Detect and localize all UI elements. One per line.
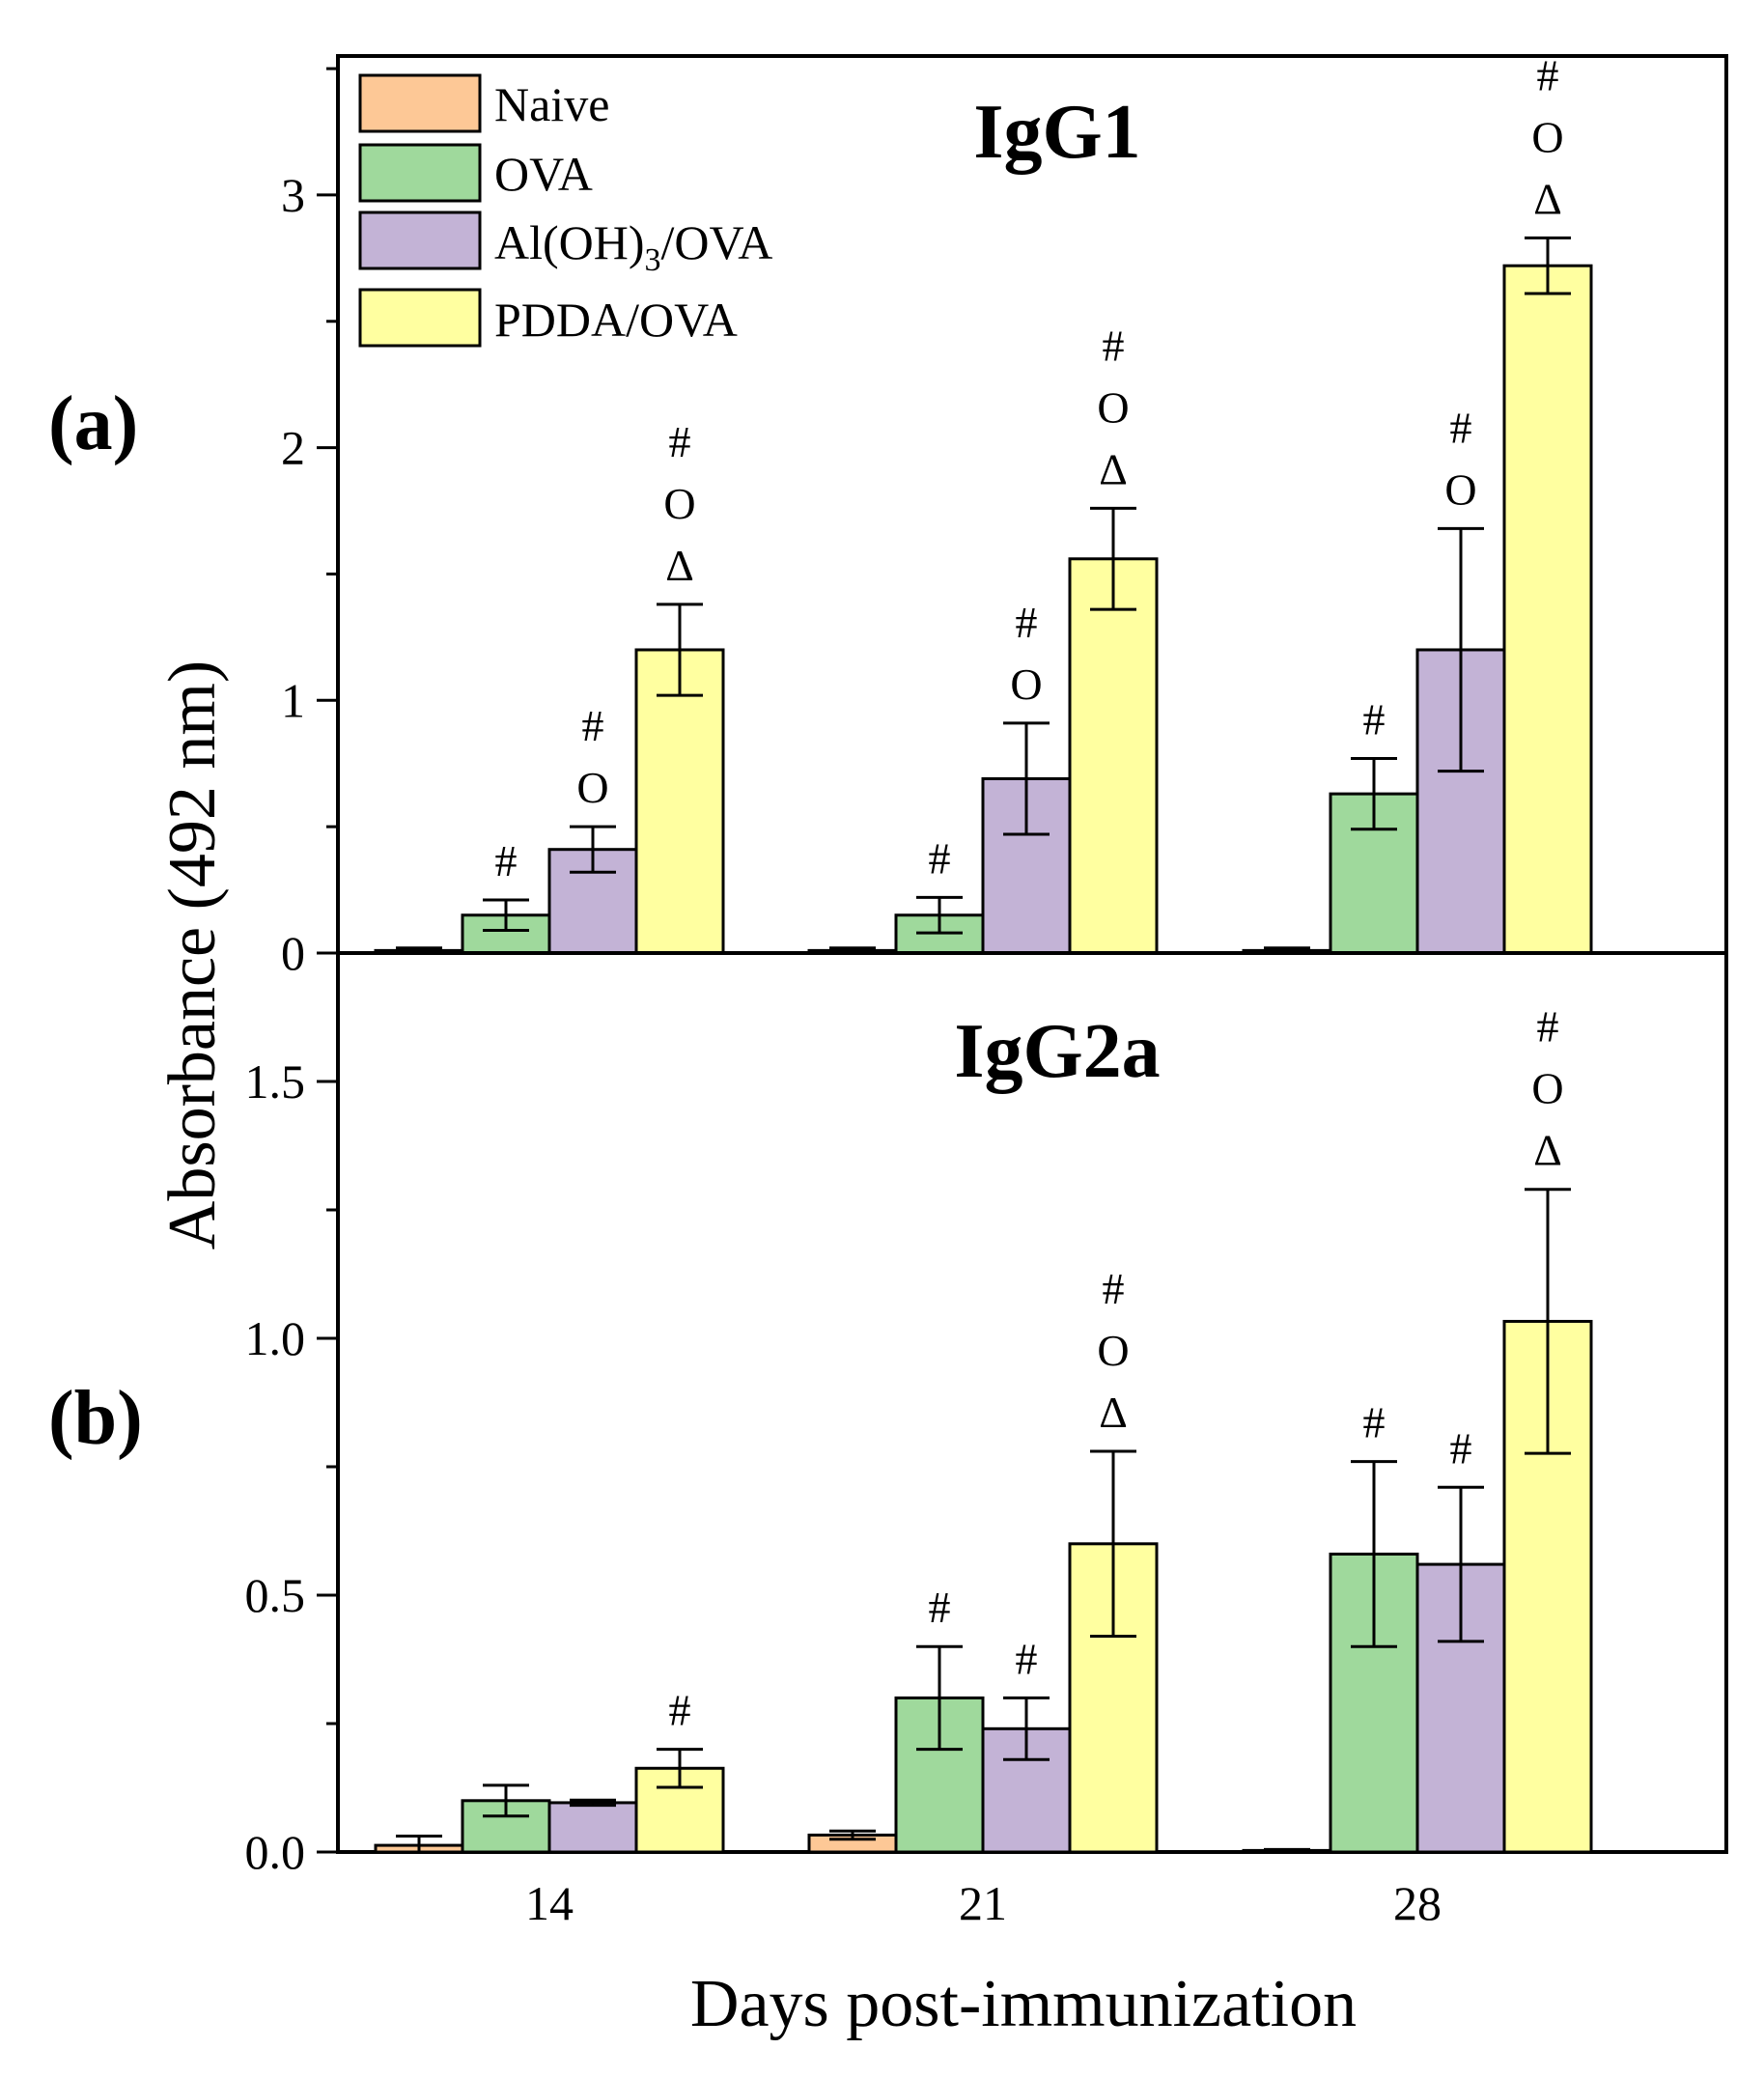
significance-mark: # — [495, 836, 518, 885]
significance-mark: O — [1097, 1326, 1129, 1375]
legend-swatch-naive — [358, 73, 482, 133]
legend-swatch-pdda-ova — [358, 288, 482, 348]
legend-label-pdda-ova: PDDA/OVA — [494, 293, 738, 347]
x-axis-title: Days post-immunization — [690, 1967, 1357, 2041]
panel-a-tag: (a) — [48, 381, 138, 466]
significance-mark: # — [1363, 1398, 1386, 1447]
panel-a-ytick-label: 3 — [281, 168, 305, 222]
legend-label-ova: OVA — [494, 147, 593, 201]
significance-mark: O — [1097, 382, 1129, 432]
significance-mark: Δ — [1099, 1388, 1128, 1437]
significance-mark: # — [669, 417, 691, 466]
legend-label-aloh3-ova: Al(OH)3/OVA — [494, 215, 772, 278]
panel-a-ytick-label: 0 — [281, 926, 305, 980]
significance-mark: Δ — [665, 541, 694, 590]
panel-a-ytick-label: 2 — [281, 421, 305, 475]
panel-b-ytick-label: 0.5 — [245, 1568, 306, 1622]
x-tick-label: 28 — [1393, 1876, 1442, 1930]
significance-mark: # — [929, 1583, 951, 1632]
legend-swatch-ova — [358, 143, 482, 203]
significance-mark: # — [1450, 403, 1472, 452]
significance-mark: # — [1103, 321, 1125, 370]
significance-mark: O — [1531, 112, 1563, 161]
significance-mark: Δ — [1533, 174, 1562, 223]
x-tick-label: 14 — [525, 1876, 574, 1930]
significance-mark: # — [1016, 598, 1038, 647]
bar-a-pdda-ova-day28 — [1502, 264, 1593, 955]
significance-mark: # — [929, 833, 951, 883]
significance-mark: # — [1016, 1634, 1038, 1683]
panel-b-tag: (b) — [48, 1376, 143, 1461]
significance-mark: O — [663, 479, 695, 528]
legend-label-aloh3-main: Al(OH) — [494, 215, 645, 269]
significance-mark: O — [576, 763, 608, 812]
significance-mark: # — [582, 701, 604, 750]
bar-a-pdda-ova-day21 — [1068, 557, 1159, 955]
legend: Naive OVA Al(OH)3/OVA PDDA/OVA — [358, 73, 772, 348]
bar-b-al-oh-3-ova-day14 — [547, 1801, 638, 1854]
legend-label-aloh3-sub: 3 — [645, 242, 661, 278]
y-axis-title: Absorbance (492 nm) — [155, 660, 230, 1249]
significance-mark: O — [1531, 1064, 1563, 1113]
significance-mark: # — [1450, 1423, 1472, 1473]
panel-b-title: IgG2a — [954, 1009, 1160, 1094]
significance-mark: # — [1103, 1264, 1125, 1313]
legend-swatch-aloh3-ova — [358, 211, 482, 270]
significance-mark: # — [1537, 1002, 1559, 1052]
significance-mark: # — [1363, 694, 1386, 744]
panel-b-ytick-label: 0.0 — [245, 1825, 306, 1879]
significance-mark: Δ — [1533, 1126, 1562, 1175]
panel-b-ytick-label: 1.5 — [245, 1054, 306, 1109]
legend-label-naive: Naive — [494, 77, 609, 131]
significance-mark: # — [1537, 50, 1559, 99]
significance-mark: O — [1444, 464, 1476, 514]
legend-label-aloh3-tail: /OVA — [661, 215, 773, 269]
significance-mark: # — [669, 1686, 691, 1735]
x-tick-label: 21 — [959, 1876, 1007, 1930]
panel-a-ytick-label: 1 — [281, 673, 305, 727]
panel-a-title: IgG1 — [973, 90, 1140, 175]
significance-mark: Δ — [1099, 444, 1128, 493]
panel-b-ytick-label: 1.0 — [245, 1311, 306, 1365]
bar-a-pdda-ova-day14 — [634, 648, 725, 955]
significance-mark: O — [1010, 660, 1042, 709]
